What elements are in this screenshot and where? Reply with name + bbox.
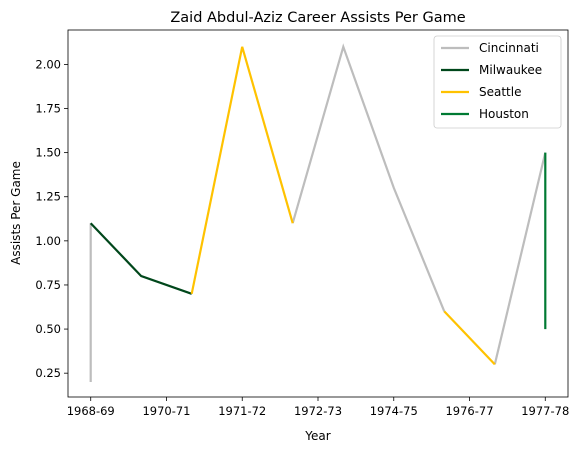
x-tick-label: 1977-78 [521, 404, 569, 418]
y-tick-label: 2.00 [35, 57, 61, 71]
x-tick-label: 1972-73 [294, 404, 342, 418]
x-tick-label: 1976-77 [445, 404, 493, 418]
y-tick-label: 1.50 [35, 146, 61, 160]
series-line-cincinnati-2 [493, 152, 547, 365]
series-line-cincinnati-1 [291, 43, 446, 312]
x-tick-label: 1971-72 [218, 404, 266, 418]
legend-label-houston: Houston [479, 107, 529, 121]
y-tick-label: 0.50 [35, 322, 61, 336]
chart-title: Zaid Abdul-Aziz Career Assists Per Game [170, 10, 465, 26]
y-tick-label: 0.75 [35, 278, 61, 292]
legend-box [433, 35, 562, 129]
legend: Cincinnati Milwaukee Seattle Houston [433, 35, 562, 129]
y-tick-label: 0.25 [35, 366, 61, 380]
series-lines [89, 43, 547, 382]
series-line-seattle-1 [443, 310, 496, 366]
series-line-seattle-0 [190, 46, 294, 295]
y-tick-label: 1.25 [35, 190, 61, 204]
y-tick-label: 1.75 [35, 102, 61, 116]
legend-label-seattle: Seattle [479, 85, 521, 99]
x-tick-label: 1974-75 [370, 404, 418, 418]
x-axis-label: Year [304, 429, 330, 443]
legend-label-milwaukee: Milwaukee [479, 63, 542, 77]
legend-label-cincinnati: Cincinnati [479, 41, 539, 55]
y-tick-label: 1.00 [35, 234, 61, 248]
x-axis-ticks: 1968-69 1970-71 1971-72 1972-73 1974-75 1976-… [67, 397, 569, 418]
x-tick-label: 1968-69 [67, 404, 115, 418]
y-axis-ticks: 0.25 0.50 0.75 1.00 1.25 1.50 1.75 2.00 [35, 57, 68, 380]
x-tick-label: 1970-71 [142, 404, 190, 418]
y-axis-label: Assists Per Game [9, 161, 23, 265]
series-line-milwaukee-0 [89, 222, 193, 295]
